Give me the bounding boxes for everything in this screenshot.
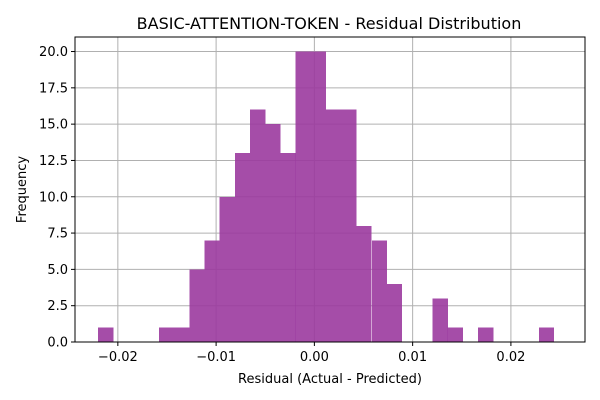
x-tick-label-3: 0.01 xyxy=(398,350,427,365)
histogram-bar-25 xyxy=(478,327,494,342)
histogram-bar-9 xyxy=(234,153,251,342)
histogram-bar-13 xyxy=(295,51,311,343)
chart-title: BASIC-ATTENTION-TOKEN - Residual Distrib… xyxy=(137,14,522,33)
histogram-bar-8 xyxy=(219,196,235,342)
y-tick-label-6: 15.0 xyxy=(39,118,68,133)
x-axis-label: Residual (Actual - Predicted) xyxy=(238,372,422,387)
histogram-bar-7 xyxy=(204,240,220,342)
histogram-bar-22 xyxy=(432,298,448,342)
histogram-bars xyxy=(98,51,555,343)
y-tick-label-1: 2.5 xyxy=(47,299,68,314)
plot-frame xyxy=(74,36,586,343)
y-tick-label-8: 20.0 xyxy=(39,45,68,60)
y-axis-label: Frequency xyxy=(15,156,30,223)
axis-ticks: −0.02 −0.01 0.00 0.01 0.020.02.55.07.510.012… xyxy=(39,45,525,365)
histogram-bar-19 xyxy=(386,283,403,342)
histogram-bar-11 xyxy=(265,124,281,343)
histogram-bar-29 xyxy=(539,327,555,342)
y-tick-label-4: 10.0 xyxy=(39,190,68,205)
x-tick-label-1: −0.01 xyxy=(196,350,236,365)
y-tick-label-7: 17.5 xyxy=(39,81,68,96)
histogram-bar-5 xyxy=(174,327,190,342)
histogram-bar-4 xyxy=(158,327,175,342)
y-tick-label-2: 5.0 xyxy=(47,263,68,278)
y-tick-label-3: 7.5 xyxy=(47,227,68,242)
histogram-bar-15 xyxy=(326,109,342,342)
x-tick-label-2: 0.00 xyxy=(300,350,329,365)
histogram-bar-17 xyxy=(356,225,372,342)
histogram-bar-18 xyxy=(371,240,387,342)
histogram-bar-16 xyxy=(341,109,357,342)
histogram-bar-23 xyxy=(447,327,463,342)
histogram-bar-0 xyxy=(98,327,114,342)
y-tick-label-0: 0.0 xyxy=(47,336,68,351)
histogram-bar-14 xyxy=(310,51,327,343)
histogram-bar-6 xyxy=(189,269,205,342)
x-tick-label-0: −0.02 xyxy=(98,350,138,365)
histogram-bar-10 xyxy=(250,109,266,342)
histogram-bar-12 xyxy=(280,153,296,342)
x-tick-label-4: 0.02 xyxy=(496,350,525,365)
y-tick-label-5: 12.5 xyxy=(39,154,68,169)
